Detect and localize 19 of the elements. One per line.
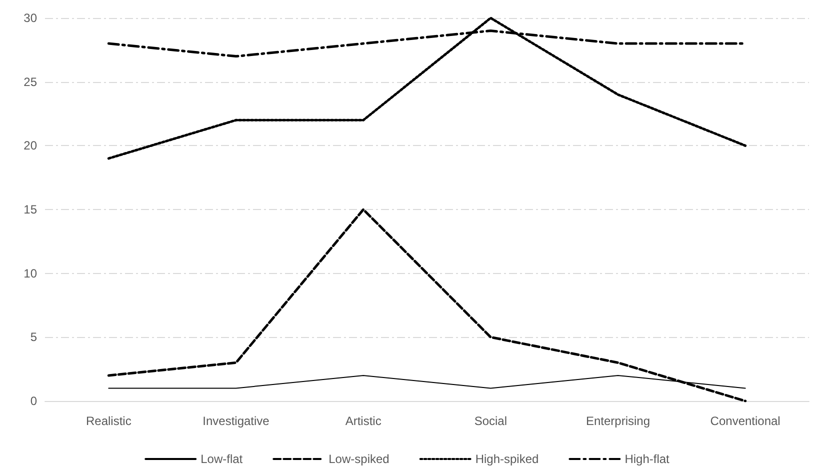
line-series	[107, 16, 747, 160]
y-tick-label: 30	[24, 11, 38, 25]
y-tick-label: 25	[24, 74, 38, 89]
legend-label: High-spiked	[475, 452, 539, 466]
y-tick-label: 15	[24, 202, 38, 216]
x-tick-label: Enterprising	[586, 414, 650, 428]
legend-label: Low-flat	[200, 452, 244, 466]
legend-label: Low-spiked	[328, 452, 390, 466]
x-tick-label: Investigative	[202, 414, 270, 428]
y-tick-label: 0	[30, 394, 38, 408]
y-tick-label: 20	[24, 138, 38, 153]
x-tick-label: Conventional	[710, 414, 780, 428]
legend-label: High-flat	[624, 452, 670, 466]
x-tick-label: Social	[474, 414, 508, 428]
x-tick-label: Realistic	[86, 414, 132, 428]
y-tick-label: 5	[30, 330, 38, 344]
y-tick-label: 10	[24, 266, 38, 280]
line-series	[107, 208, 747, 402]
x-tick-label: Artistic	[345, 414, 382, 428]
